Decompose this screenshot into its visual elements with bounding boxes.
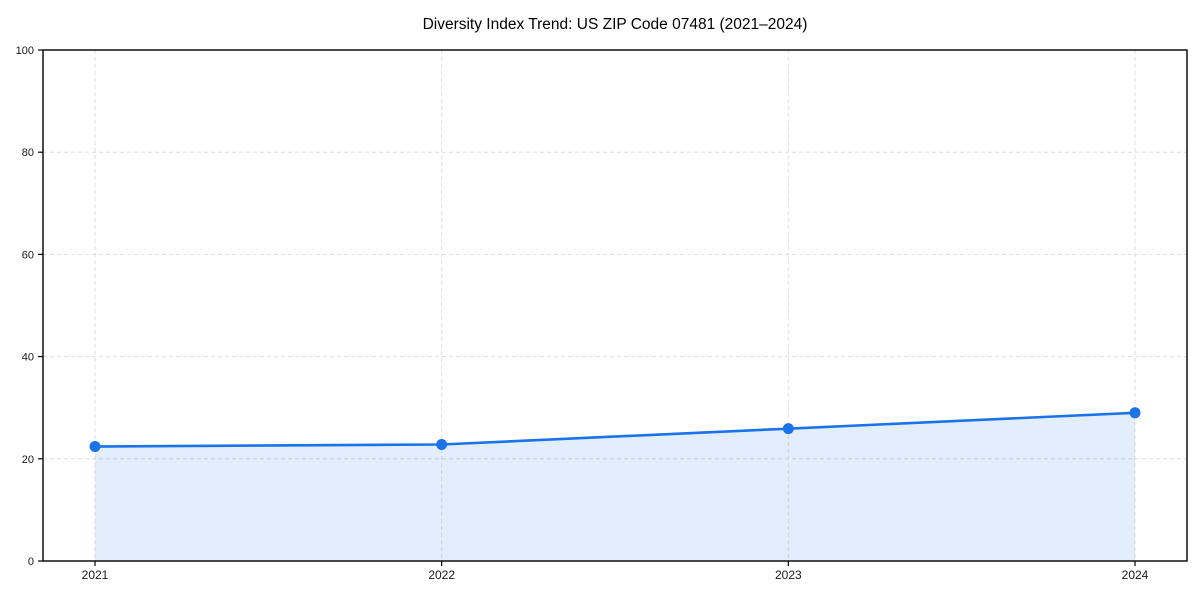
axes-spine-box (42, 49, 1188, 562)
y-tick-label: 100 (16, 45, 34, 57)
series-line (93, 411, 1137, 448)
data-point-marker (436, 438, 448, 450)
x-tick-label: 2021 (82, 568, 109, 582)
x-tick-label: 2023 (775, 568, 802, 582)
chart-title: Diversity Index Trend: US ZIP Code 07481… (423, 16, 808, 33)
y-tick-label: 40 (22, 352, 34, 364)
y-tick-label: 0 (28, 556, 34, 568)
axes-layer (38, 49, 1188, 566)
data-point-marker (1129, 407, 1141, 419)
y-tick-label: 20 (22, 454, 34, 466)
data-point-marker (89, 441, 101, 453)
y-tick-label: 80 (22, 147, 34, 159)
data-point-marker (782, 423, 794, 435)
grid-layer (43, 49, 1187, 562)
tick-label-layer: 0 20 40 60 80 100 2021 2022 2023 2024 (16, 45, 1149, 582)
x-tick-label: 2024 (1122, 568, 1149, 582)
x-tick-label: 2022 (428, 568, 455, 582)
series-layer (89, 407, 1141, 561)
y-tick-label: 60 (22, 249, 34, 261)
series-area-fill (95, 412, 1135, 561)
